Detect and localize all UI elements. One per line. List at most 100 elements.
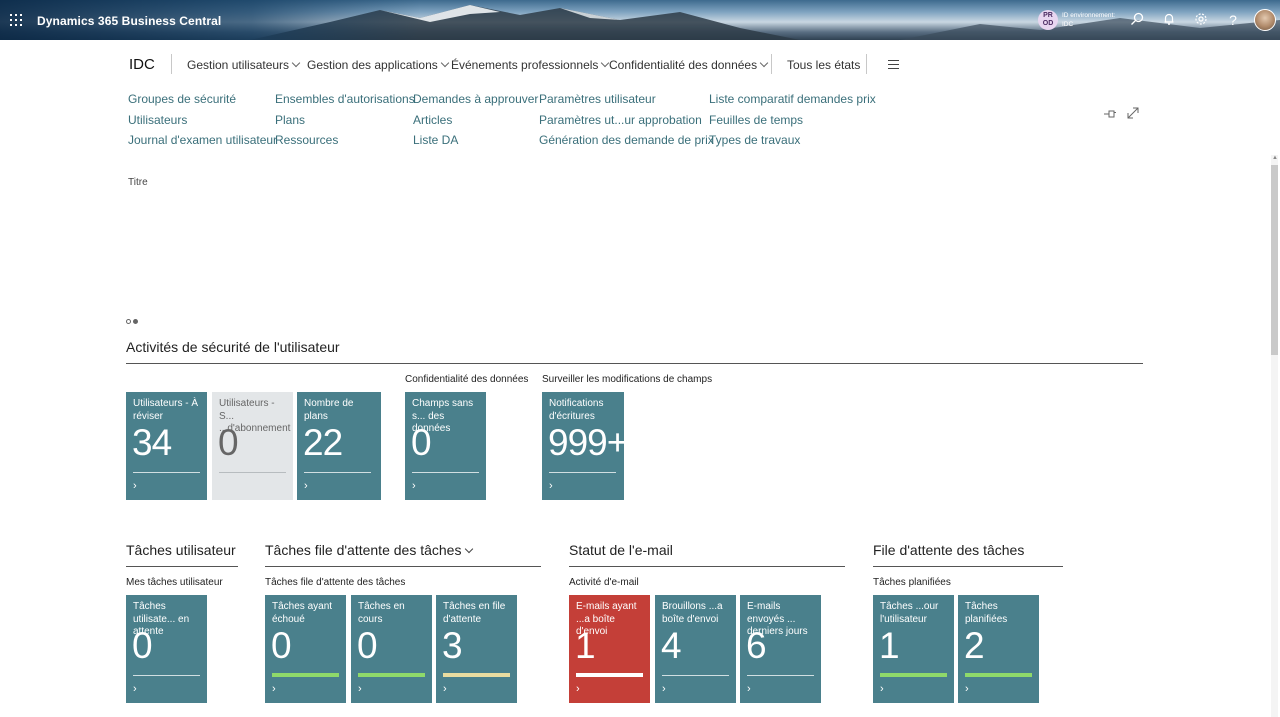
section-divider — [265, 566, 541, 567]
status-bar-green — [965, 673, 1032, 677]
link-liste-da[interactable]: Liste DA — [413, 133, 459, 147]
nav-item-confidentialite[interactable]: Confidentialité des données — [609, 58, 769, 72]
link-groupes-securite[interactable]: Groupes de sécurité — [128, 92, 237, 106]
tile-fields-without-classification[interactable]: Champs sans s... des données 0 › — [405, 392, 486, 500]
link-plans[interactable]: Plans — [275, 112, 306, 127]
subtitle-monitor: Surveiller les modifications de champs — [542, 374, 713, 385]
user-avatar[interactable] — [1254, 9, 1276, 31]
tile-divider — [133, 472, 200, 473]
chevron-right-icon: › — [412, 480, 416, 492]
nav-item-tous-les-etats[interactable]: Tous les états — [787, 58, 860, 72]
link-ressources[interactable]: Ressources — [275, 133, 339, 147]
nav-divider — [866, 54, 867, 74]
link-column-5: Liste comparatif demandes prix Feuilles … — [709, 89, 876, 151]
chevron-right-icon: › — [133, 683, 137, 695]
company-name[interactable]: IDC — [129, 56, 155, 73]
scrollbar-thumb[interactable] — [1271, 165, 1278, 355]
help-icon[interactable]: ? — [1229, 12, 1237, 28]
chevron-right-icon: › — [747, 683, 751, 695]
tile-failed-tasks[interactable]: Tâches ayant échoué 0 › — [265, 595, 346, 703]
tile-value: 999+ — [548, 422, 628, 463]
tile-label: Tâches en file d'attente — [443, 601, 506, 625]
tile-users-subscription[interactable]: Utilisateurs - S... ...d'abonnement 0 — [212, 392, 293, 500]
link-demandes-approuver[interactable]: Demandes à approuver — [413, 92, 539, 106]
expand-icon[interactable] — [1127, 107, 1139, 122]
tile-queued-tasks[interactable]: Tâches en file d'attente 3 › — [436, 595, 517, 703]
chevron-right-icon: › — [304, 480, 308, 492]
tile-value: 6 — [746, 625, 767, 666]
tile-pending-user-tasks[interactable]: Tâches utilisate... en attente 0 › — [126, 595, 207, 703]
tile-label: Tâches planifiées — [965, 601, 1008, 625]
link-journal-examen[interactable]: Journal d'examen utilisateur — [128, 133, 278, 147]
carousel-dot[interactable] — [126, 319, 131, 324]
tile-value: 22 — [303, 422, 343, 463]
section-title-queue-tasks[interactable]: Tâches file d'attente des tâches — [265, 542, 474, 558]
tile-users-to-review[interactable]: Utilisateurs - À réviser 34 › — [126, 392, 207, 500]
tile-label: Tâches ...our l'utilisateur — [880, 601, 939, 625]
carousel-dot-active[interactable] — [133, 319, 138, 324]
carousel-dots[interactable] — [126, 311, 140, 329]
link-articles[interactable]: Articles — [413, 112, 453, 127]
tile-divider — [304, 472, 371, 473]
link-column-2: Ensembles d'autorisations Plans Ressourc… — [275, 89, 415, 151]
link-parametres-approbation[interactable]: Paramètres ut...ur approbation — [539, 112, 702, 127]
status-bar-white — [576, 673, 643, 677]
nav-item-evenements[interactable]: Événements professionnels — [451, 58, 610, 72]
link-ensembles-autorisations[interactable]: Ensembles d'autorisations — [275, 92, 415, 106]
tile-value: 0 — [132, 625, 153, 666]
chevron-down-icon — [440, 58, 449, 68]
tile-divider — [549, 472, 616, 473]
more-menu-icon[interactable] — [888, 60, 899, 72]
tile-label: Tâches utilisate... en attente — [133, 601, 190, 637]
tile-divider — [133, 675, 200, 676]
tile-plan-count[interactable]: Nombre de plans 22 › — [297, 392, 381, 500]
tile-label: Notifications d'écritures — [549, 398, 604, 422]
section-divider — [126, 566, 238, 567]
tile-entry-notifications[interactable]: Notifications d'écritures 999+ › — [542, 392, 628, 500]
section-title-job-queue: File d'attente des tâches — [873, 542, 1025, 558]
tile-label: Brouillons ...a boîte d'envoi — [662, 601, 723, 625]
nav-item-gestion-applications[interactable]: Gestion des applications — [307, 58, 449, 72]
banner-overlay — [0, 0, 420, 40]
app-title[interactable]: Dynamics 365 Business Central — [37, 14, 222, 28]
link-generation-demande-prix[interactable]: Génération des demande de prix — [539, 133, 714, 147]
subtitle-queue-tasks: Tâches file d'attente des tâches — [265, 577, 406, 588]
chevron-right-icon: › — [576, 683, 580, 695]
link-feuilles-temps[interactable]: Feuilles de temps — [709, 112, 804, 127]
tile-label: Champs sans s... des données — [412, 398, 474, 434]
tile-value: 0 — [271, 625, 292, 666]
nav-item-gestion-utilisateurs[interactable]: Gestion utilisateurs — [187, 58, 301, 72]
link-utilisateurs[interactable]: Utilisateurs — [128, 112, 188, 127]
tile-label: E-mails envoyés ... derniers jours — [747, 601, 808, 637]
environment-badge[interactable]: PR OD — [1038, 10, 1058, 30]
tile-value: 34 — [132, 422, 172, 463]
link-types-travaux[interactable]: Types de travaux — [709, 133, 801, 147]
page-scrollbar[interactable]: ▲ — [1271, 155, 1278, 717]
link-parametres-utilisateur[interactable]: Paramètres utilisateur — [539, 92, 656, 106]
tile-label: E-mails ayant ...a boîte d'envoi — [576, 601, 637, 637]
tile-emails-sent[interactable]: E-mails envoyés ... derniers jours 6 › — [740, 595, 821, 703]
status-bar-green — [880, 673, 947, 677]
chevron-right-icon: › — [965, 683, 969, 695]
scroll-up-icon[interactable]: ▲ — [1272, 155, 1278, 161]
nav-item-label: Tous les états — [787, 58, 861, 72]
tile-user-tasks-scheduled[interactable]: Tâches ...our l'utilisateur 1 › — [873, 595, 954, 703]
pin-icon[interactable] — [1104, 108, 1116, 122]
tile-running-tasks[interactable]: Tâches en cours 0 › — [351, 595, 432, 703]
tile-value: 1 — [879, 625, 900, 666]
tile-divider — [219, 472, 286, 473]
tile-label: Utilisateurs - À réviser — [133, 398, 199, 422]
subtitle-scheduled-tasks: Tâches planifiées — [873, 577, 951, 588]
app-launcher-icon[interactable] — [10, 14, 22, 26]
tile-scheduled-tasks[interactable]: Tâches planifiées 2 › — [958, 595, 1039, 703]
link-column-1: Groupes de sécurité Utilisateurs Journal… — [128, 89, 277, 151]
gear-icon[interactable] — [1193, 12, 1209, 28]
chevron-right-icon: › — [662, 683, 666, 695]
nav-item-label: Événements professionnels — [451, 58, 599, 72]
search-icon[interactable] — [1129, 12, 1145, 28]
tile-drafts-outbox[interactable]: Brouillons ...a boîte d'envoi 4 › — [655, 595, 736, 703]
link-liste-comparatif[interactable]: Liste comparatif demandes prix — [709, 92, 876, 106]
link-column-4: Paramètres utilisateur Paramètres ut...u… — [539, 89, 714, 151]
bell-icon[interactable] — [1161, 12, 1177, 28]
tile-emails-outbox-failed[interactable]: E-mails ayant ...a boîte d'envoi 1 › — [569, 595, 650, 703]
